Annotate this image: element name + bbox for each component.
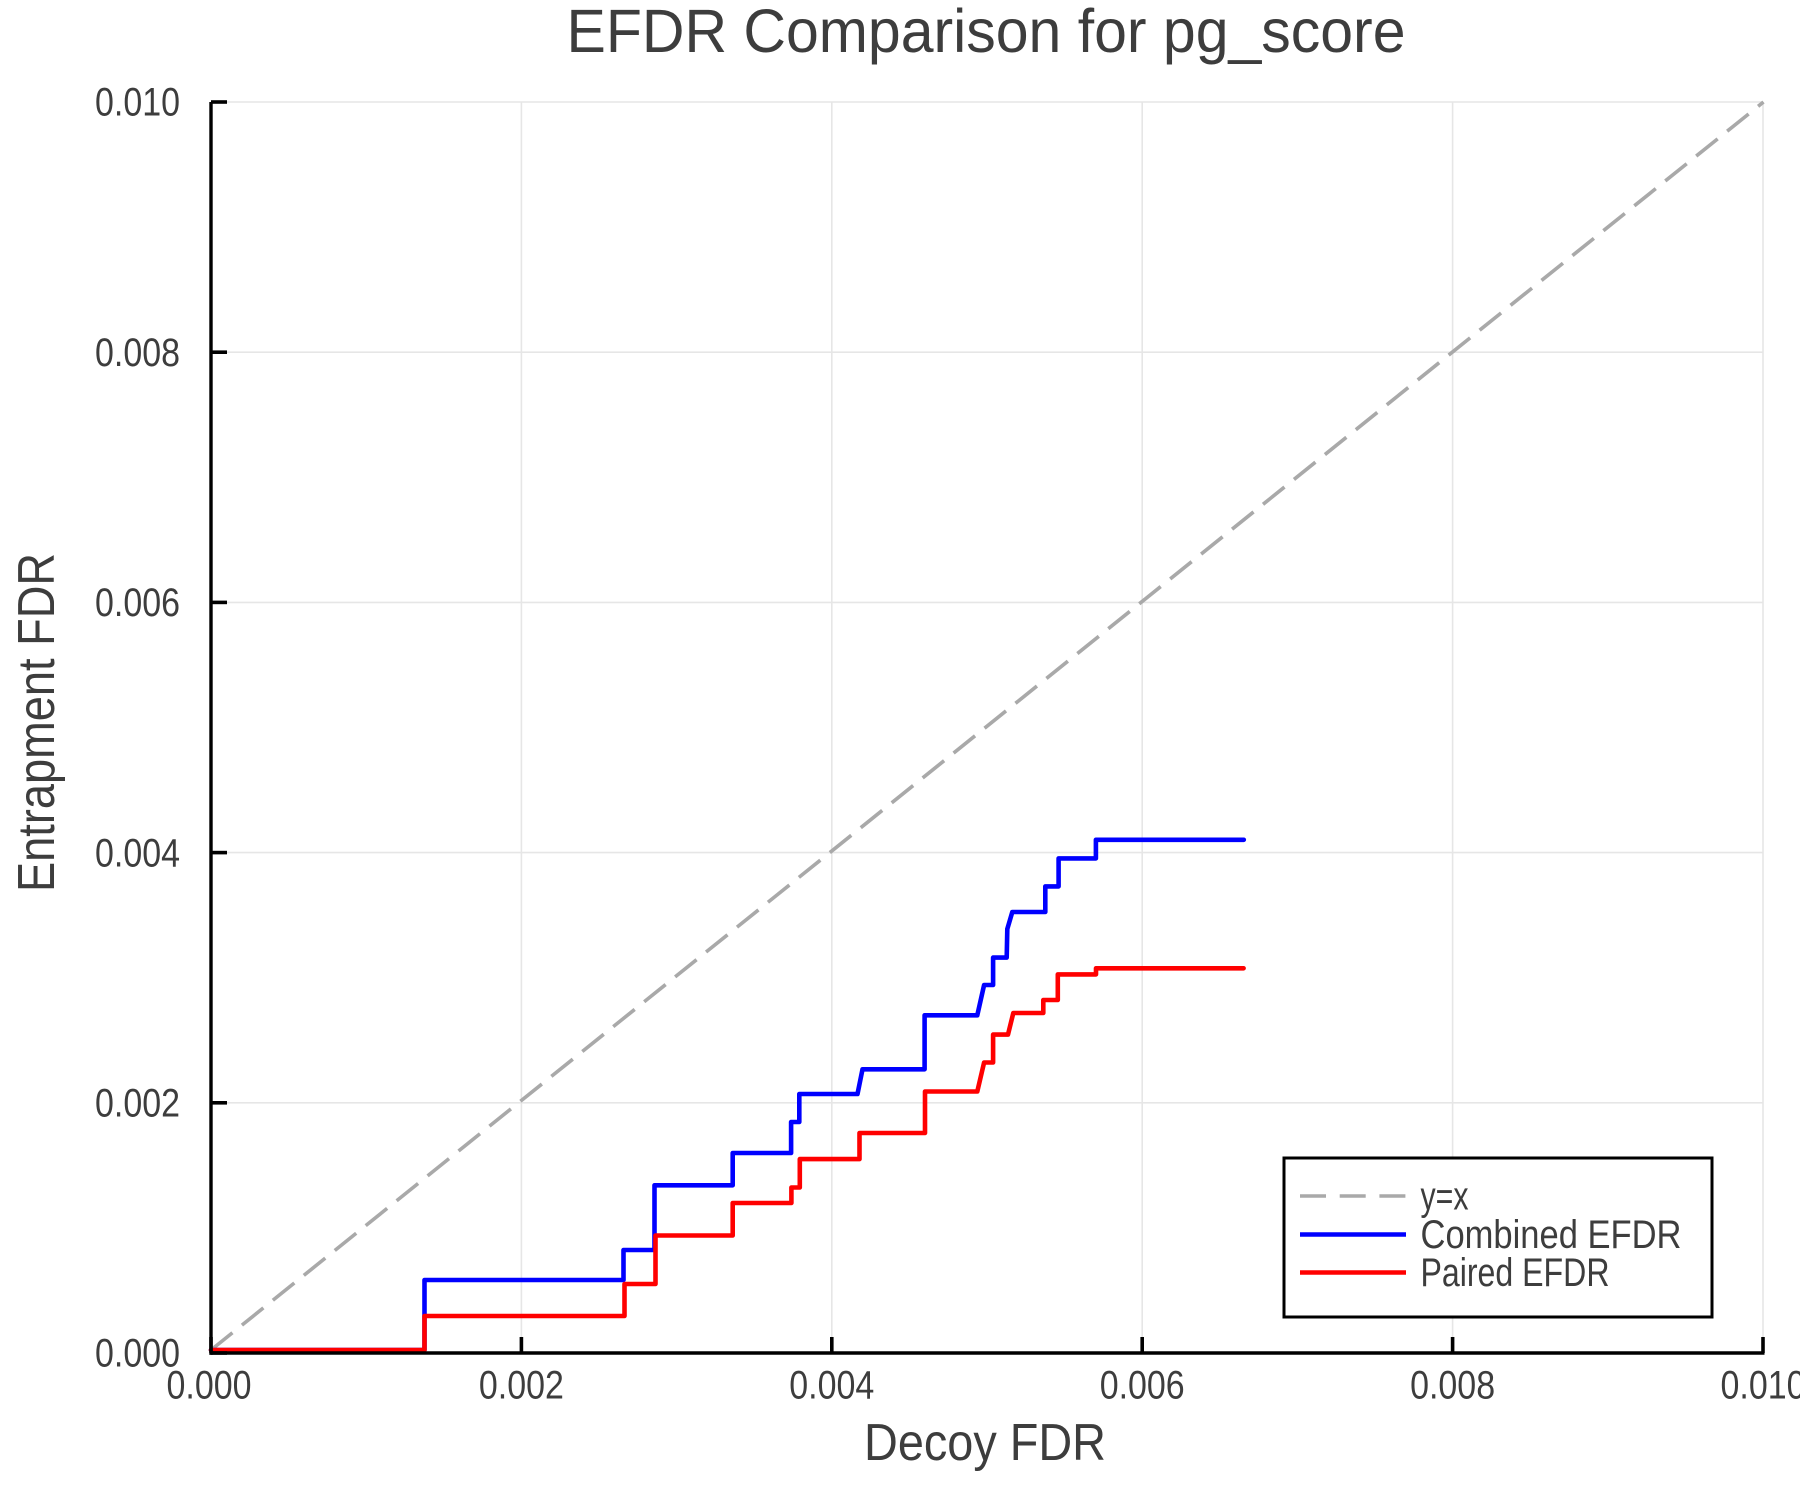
- svg-text:Entrapment FDR: Entrapment FDR: [8, 553, 66, 892]
- svg-text:EFDR Comparison for pg_score: EFDR Comparison for pg_score: [567, 0, 1406, 65]
- svg-text:0.002: 0.002: [95, 1082, 180, 1126]
- svg-text:0.000: 0.000: [167, 1363, 252, 1407]
- svg-text:0.006: 0.006: [1100, 1363, 1185, 1407]
- svg-text:0.008: 0.008: [95, 331, 180, 375]
- svg-text:0.000: 0.000: [95, 1332, 180, 1376]
- svg-text:0.006: 0.006: [95, 581, 180, 625]
- svg-text:0.004: 0.004: [789, 1363, 874, 1407]
- svg-text:Paired EFDR: Paired EFDR: [1421, 1251, 1610, 1295]
- svg-text:0.010: 0.010: [1721, 1363, 1800, 1407]
- svg-text:0.004: 0.004: [95, 831, 180, 875]
- svg-text:Decoy FDR: Decoy FDR: [864, 1414, 1106, 1472]
- svg-text:Combined EFDR: Combined EFDR: [1421, 1213, 1682, 1257]
- svg-text:0.002: 0.002: [479, 1363, 564, 1407]
- svg-text:0.010: 0.010: [95, 81, 180, 125]
- svg-text:0.008: 0.008: [1410, 1363, 1495, 1407]
- svg-text:y=x: y=x: [1421, 1175, 1469, 1219]
